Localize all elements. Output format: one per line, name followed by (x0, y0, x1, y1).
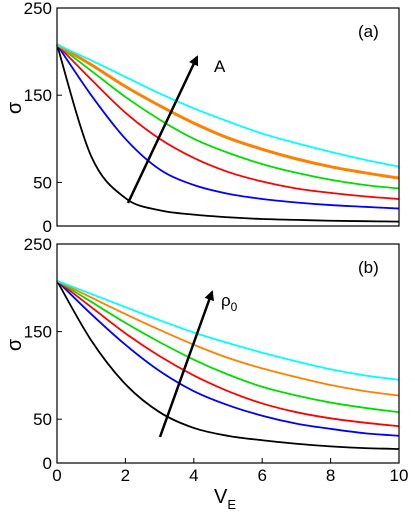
ylabel-b: σ (4, 338, 26, 351)
ytick-label-a-250: 250 (24, 0, 52, 18)
ytick-label-b-50: 50 (33, 410, 52, 429)
ytick-label-b-250: 250 (24, 235, 52, 254)
ylabel-a: σ (4, 101, 26, 114)
trend-arrow-b (158, 290, 215, 438)
tick-layer-a: 0 50 150 250 (24, 0, 62, 236)
series-line-b-2 (56, 280, 400, 437)
xtick-label-b-8: 8 (326, 466, 335, 485)
xtick-label-b-6: 6 (257, 466, 266, 485)
series-line-a-2 (56, 44, 400, 210)
panel-label-a: (a) (358, 22, 379, 41)
xtick-label-b-2: 2 (121, 466, 130, 485)
series-line-a-6 (56, 43, 400, 168)
series-layer-b (56, 279, 400, 450)
series-line-a-5 (56, 43, 400, 180)
xtick-label-b-4: 4 (189, 466, 198, 485)
trend-arrow-a (126, 55, 199, 204)
tick-layer-b: 0 50 150 250 0 2 4 6 8 10 (24, 235, 409, 485)
plot-frame-b (56, 243, 400, 464)
annotation-b-sub: 0 (231, 300, 238, 314)
plot-frame-a (56, 7, 400, 227)
series-line-a-4 (56, 43, 400, 190)
annotation-a: A (214, 57, 226, 76)
xlabel-b-main: V (214, 486, 228, 508)
xtick-label-b-0: 0 (52, 466, 61, 485)
xlabel-b: VE (214, 486, 236, 512)
series-line-b-3 (56, 280, 400, 428)
ytick-label-b-150: 150 (24, 323, 52, 342)
ytick-label-a-50: 50 (33, 173, 52, 192)
series-layer-a (56, 43, 400, 223)
series-line-b-1 (56, 280, 400, 450)
series-line-a-3 (56, 43, 400, 200)
xlabel-b-sub: E (227, 497, 236, 512)
panel-a: 0 50 150 250 (a) A σ (4, 0, 400, 236)
series-line-b-6 (56, 279, 400, 381)
ytick-label-a-150: 150 (24, 86, 52, 105)
xtick-label-b-10: 10 (390, 466, 409, 485)
series-line-a-1 (56, 44, 400, 223)
ytick-label-b-0: 0 (43, 454, 52, 473)
panel-label-b: (b) (358, 258, 379, 277)
series-line-b-4 (56, 280, 400, 414)
ytick-label-a-0: 0 (43, 217, 52, 236)
series-line-b-5 (56, 279, 400, 397)
annotation-b: ρ0 (221, 291, 238, 314)
annotation-b-main: ρ (221, 291, 231, 310)
